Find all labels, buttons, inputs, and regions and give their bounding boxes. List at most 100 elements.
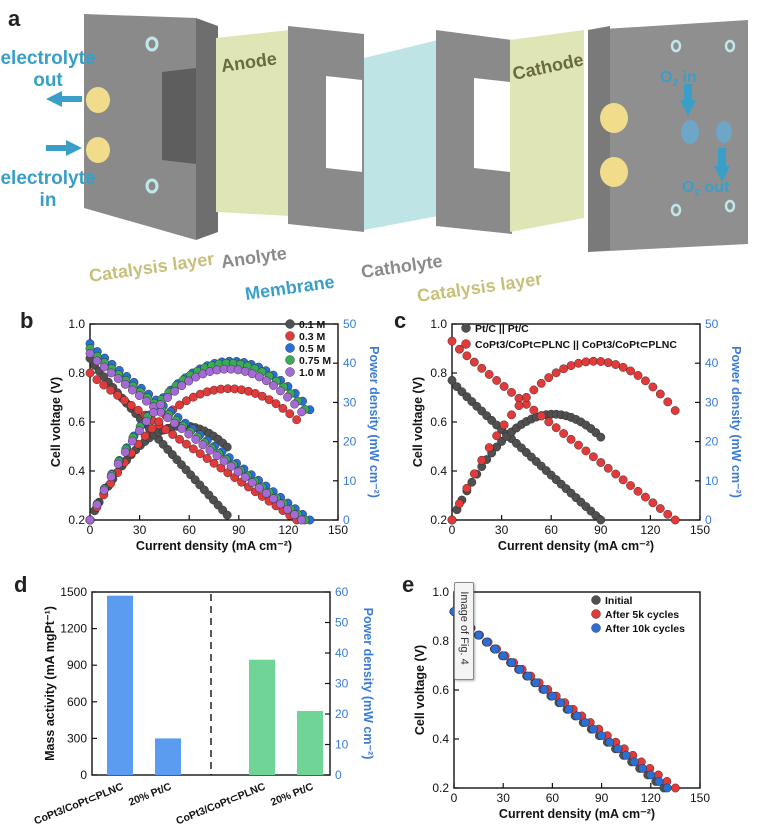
x-tick-label: 120 [278, 523, 298, 537]
power-point [507, 410, 516, 420]
panel-label-d: d [14, 572, 28, 597]
panel-label-e: e [402, 572, 415, 597]
label-electrolyte-in-1: electrolyte [0, 168, 95, 189]
x-tick-label: 30 [497, 791, 511, 805]
voltage-point [222, 510, 232, 520]
power-point [559, 364, 569, 374]
y2-tick-label: 10 [335, 738, 349, 752]
y-tick-label: 1.0 [430, 317, 447, 331]
power-point [521, 392, 531, 402]
voltage-point [85, 349, 95, 358]
voltage-point [596, 458, 606, 467]
voltage-point [276, 499, 285, 509]
power-point [106, 472, 116, 482]
voltage-point [646, 770, 656, 780]
power-point [134, 426, 144, 436]
voltage-point [613, 744, 623, 754]
y-tick-label: 0.8 [432, 634, 449, 648]
power-point [663, 397, 673, 407]
voltage-point [581, 446, 591, 456]
power-point [492, 431, 502, 441]
voltage-point [290, 510, 299, 520]
power-point [140, 431, 150, 441]
left-end-plate [84, 14, 218, 240]
legend-marker [461, 323, 471, 333]
power-point [254, 372, 264, 382]
voltage-point [127, 385, 137, 395]
voltage-point [240, 472, 250, 482]
voltage-point [484, 370, 494, 379]
power-point [581, 357, 591, 367]
legend-label: Initial [605, 595, 633, 607]
power-point [462, 483, 472, 493]
x-tick-label: 0 [87, 523, 94, 537]
tooltip-text: Image of Fig. 4 [458, 591, 470, 665]
voltage-point [564, 704, 574, 714]
power-point [499, 420, 509, 430]
legend-label: CoPt3/CoPt⊂PLNC || CoPt3/CoPt⊂PLNC [475, 339, 677, 351]
x-axis-label: Current density (mA cm⁻²) [499, 807, 655, 821]
label-catalysis-layer-left: Catalysis layer [88, 249, 216, 286]
voltage-point [580, 718, 590, 727]
y-tick-label: 0.2 [430, 513, 447, 527]
voltage-point [113, 390, 122, 400]
x-tick-label: 30 [133, 523, 147, 537]
voltage-point [142, 396, 151, 406]
y-tick-label: 0.4 [432, 732, 449, 746]
legend-marker [285, 367, 295, 377]
voltage-point [212, 451, 222, 461]
y2-axis-label: Power density (mW cm⁻²) [361, 608, 375, 760]
y-tick-label: 0.8 [68, 366, 85, 380]
power-point [611, 360, 621, 369]
x-tick-label: 0 [449, 523, 456, 537]
power-point [484, 443, 494, 452]
voltage-point [191, 435, 201, 444]
power-point [120, 447, 130, 457]
cathode-catalyst-layer [510, 30, 584, 232]
x-tick-label: 60 [545, 523, 559, 537]
y2-tick-label: 50 [705, 317, 719, 331]
power-point [648, 382, 658, 392]
power-point [292, 415, 302, 425]
power-point [670, 406, 680, 415]
legend-marker [285, 355, 295, 365]
voltage-point [629, 757, 639, 767]
power-point [536, 378, 546, 388]
x-tick-label: 30 [495, 523, 509, 537]
y-axis-label: Cell voltage (V) [411, 377, 425, 467]
voltage-point [618, 475, 628, 485]
x-tick-label: 0 [451, 791, 458, 805]
legend-marker [591, 609, 601, 619]
legend-marker [285, 319, 295, 329]
voltage-point [120, 395, 129, 405]
panel-a: a [0, 0, 760, 310]
label-o2-in: O2 in [660, 69, 697, 89]
voltage-point [663, 509, 673, 519]
anode-catalyst-layer [216, 30, 290, 216]
voltage-point [202, 454, 212, 463]
voltage-point [188, 444, 198, 454]
voltage-point [498, 651, 508, 661]
power-point [603, 358, 613, 368]
x-tick-label: 90 [595, 791, 609, 805]
voltage-point [120, 379, 130, 389]
voltage-point [447, 336, 457, 346]
legend-label: After 5k cycles [605, 609, 679, 621]
power-point [588, 356, 598, 366]
power-point [113, 459, 123, 469]
voltage-point [621, 750, 631, 760]
voltage-point [539, 685, 549, 694]
y2-tick-label: 20 [335, 707, 349, 721]
y-tick-label: 0.2 [68, 513, 85, 527]
voltage-point [536, 411, 546, 421]
voltage-point [106, 368, 116, 378]
y-tick-label: 1500 [60, 585, 87, 599]
series-2 [449, 607, 672, 793]
y-axis-label: Cell voltage (V) [49, 377, 63, 467]
category-label: 20% Pt/C [127, 781, 174, 809]
voltage-point [641, 492, 650, 502]
x-tick-label: 120 [640, 523, 660, 537]
y2-tick-label: 0 [335, 768, 342, 782]
label-catholyte: Catholyte [360, 251, 444, 282]
y2-tick-label: 20 [343, 435, 357, 449]
